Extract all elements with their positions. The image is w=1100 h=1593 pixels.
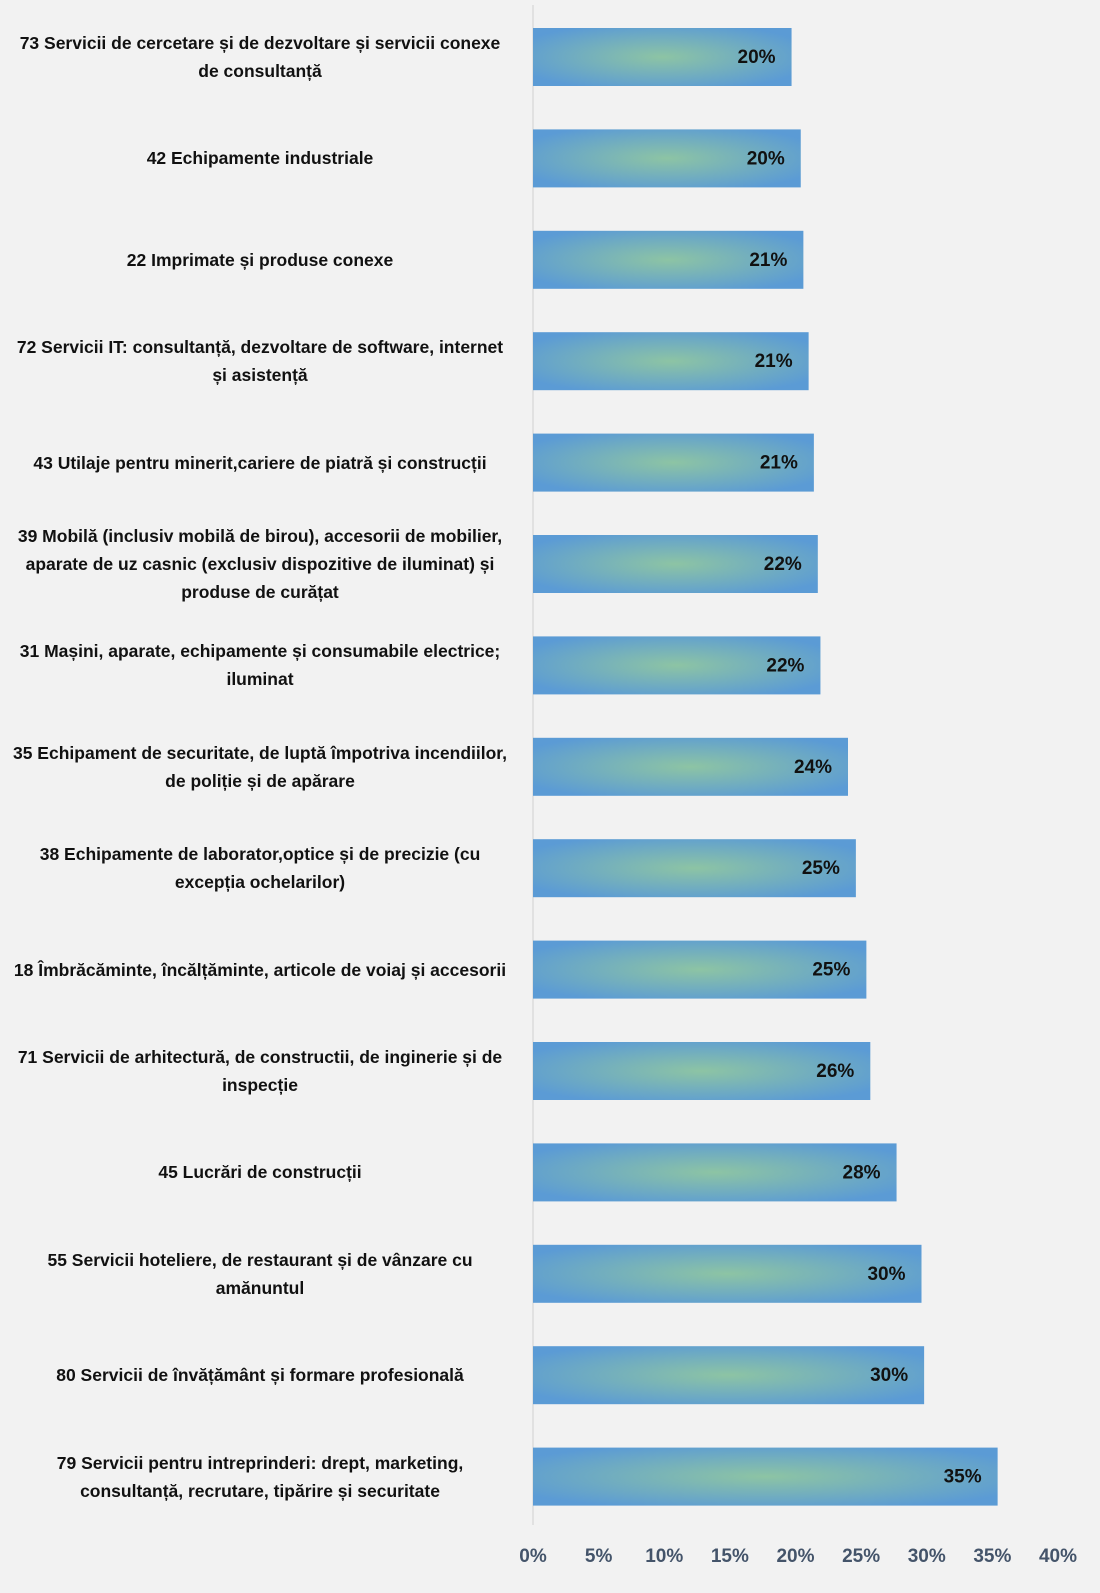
- category-label: 35 Echipament de securitate, de luptă îm…: [12, 742, 508, 791]
- bar: [533, 433, 814, 492]
- category-label: 71 Servicii de arhitectură, de construct…: [17, 1047, 503, 1095]
- x-tick-label: 25%: [842, 1546, 880, 1567]
- bar: [533, 332, 809, 391]
- category-label: 18 Îmbrăcăminte, încălțăminte, articole …: [13, 959, 507, 980]
- data-label: 35%: [944, 1467, 982, 1488]
- x-tick-label: 20%: [776, 1546, 814, 1567]
- data-label: 22%: [766, 655, 804, 676]
- category-label: 72 Servicii IT: consultanță, dezvoltare …: [16, 337, 504, 386]
- data-label: 21%: [749, 250, 787, 271]
- category-label: 80 Servicii de învățământ și formare pro…: [56, 1365, 464, 1386]
- data-label: 21%: [760, 453, 798, 474]
- data-label: 25%: [802, 858, 840, 879]
- bar: [533, 28, 792, 86]
- category-label: 43 Utilaje pentru minerit,cariere de pia…: [33, 452, 487, 473]
- bar: [533, 1447, 998, 1506]
- bar: [533, 636, 821, 695]
- data-label: 26%: [816, 1061, 854, 1082]
- x-tick-label: 10%: [645, 1546, 683, 1567]
- x-tick-label: 40%: [1039, 1546, 1077, 1567]
- bar: [533, 129, 801, 188]
- data-label: 20%: [747, 148, 785, 169]
- x-tick-label: 0%: [519, 1546, 547, 1567]
- bar: [533, 1346, 925, 1405]
- x-tick-label: 30%: [908, 1546, 946, 1567]
- bar: [533, 1244, 922, 1303]
- bar: [533, 737, 848, 796]
- data-label: 30%: [867, 1264, 905, 1285]
- bar: [533, 940, 867, 999]
- data-label: 24%: [794, 757, 832, 778]
- x-tick-label: 5%: [585, 1546, 613, 1567]
- category-label: 45 Lucrări de construcții: [158, 1162, 362, 1183]
- bar: [533, 1143, 897, 1202]
- data-label: 20%: [738, 47, 776, 68]
- bar: [533, 535, 818, 593]
- category-label: 55 Servicii hoteliere, de restaurant și …: [47, 1249, 473, 1298]
- data-label: 22%: [764, 554, 802, 575]
- data-label: 28%: [843, 1162, 881, 1183]
- category-label: 31 Mașini, aparate, echipamente și consu…: [19, 641, 501, 690]
- category-label: 38 Echipamente de laborator,optice și de…: [39, 844, 481, 893]
- x-tick-label: 35%: [973, 1546, 1011, 1567]
- category-label: 42 Echipamente industriale: [146, 148, 374, 169]
- bar: [533, 839, 856, 898]
- x-tick-label: 15%: [711, 1546, 749, 1567]
- bar: [533, 230, 804, 289]
- category-label: 73 Servicii de cercetare și de dezvoltar…: [19, 33, 501, 81]
- data-label: 25%: [812, 960, 850, 981]
- category-label: 39 Mobilă (inclusiv mobilă de birou), ac…: [17, 526, 503, 602]
- data-label: 30%: [870, 1365, 908, 1386]
- data-label: 21%: [755, 351, 793, 372]
- category-label: 79 Servicii pentru intreprinderi: drept,…: [56, 1452, 464, 1501]
- bar: [533, 1042, 871, 1100]
- category-label: 22 Imprimate și produse conexe: [126, 249, 394, 270]
